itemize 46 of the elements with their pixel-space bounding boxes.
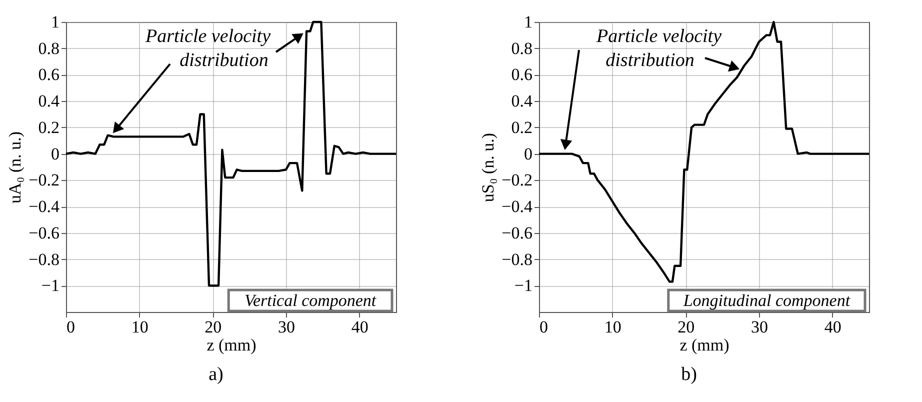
x-tick-label: 0 (540, 318, 548, 336)
y-tick-label: −0.2 (28, 170, 60, 190)
y-tick-label: 0.6 (38, 65, 60, 84)
y-tick-label: −0.6 (502, 223, 532, 242)
x-axis-title: z (mm) (680, 336, 730, 354)
y-tick-label: 0 (51, 144, 60, 164)
y-tick-label: −1 (514, 276, 532, 296)
y-axis-title: uA₀ (n. u.) (6, 131, 25, 204)
x-tick-label: 40 (351, 318, 368, 336)
x-tick-label: 0 (66, 318, 75, 336)
y-tick-label: 0.8 (511, 38, 532, 58)
x-tick-label: 20 (204, 318, 222, 336)
y-tick-label: −0.4 (502, 197, 533, 216)
y-tick-label: −0.2 (502, 170, 532, 190)
text: b) (681, 364, 697, 385)
x-tick-label: 10 (604, 318, 622, 336)
y-tick-label: 0 (524, 144, 532, 164)
line-series (64, 20, 398, 287)
y-tick-label: 0.2 (511, 118, 532, 137)
x-tick-label: 10 (131, 318, 148, 336)
y-tick-label: 0.6 (511, 65, 532, 84)
y-axis-title: uS₀ (n. u.) (478, 132, 498, 202)
annotation: Particle velocity (144, 26, 272, 47)
text: a) (208, 364, 224, 385)
y-tick-label: 1 (524, 12, 532, 32)
y-tick-label: −0.6 (28, 223, 60, 242)
y-tick-label: 0.2 (38, 118, 60, 137)
y-tick-label: 0.8 (38, 38, 60, 58)
annotation: Particle velocity (595, 26, 722, 47)
y-tick-label: −0.8 (502, 250, 532, 269)
y-tick-label: 0.4 (38, 92, 60, 111)
x-axis-title: z (mm) (206, 336, 256, 354)
annotation: Vertical component (244, 291, 378, 310)
x-tick-label: 30 (278, 318, 295, 336)
y-tick-label: 1 (51, 12, 60, 32)
annotation: Longitudinal component (682, 291, 852, 310)
x-tick-label: 20 (678, 318, 695, 336)
annotation: distribution (606, 50, 694, 71)
x-tick-label: 30 (751, 318, 768, 336)
annotation: distribution (180, 50, 268, 71)
y-tick-label: −0.4 (28, 197, 60, 216)
y-tick-label: 0.4 (511, 92, 533, 111)
y-tick-label: −0.8 (28, 250, 60, 269)
x-tick-label: 40 (824, 318, 842, 336)
line-series (538, 20, 870, 283)
y-tick-label: −1 (41, 276, 60, 296)
